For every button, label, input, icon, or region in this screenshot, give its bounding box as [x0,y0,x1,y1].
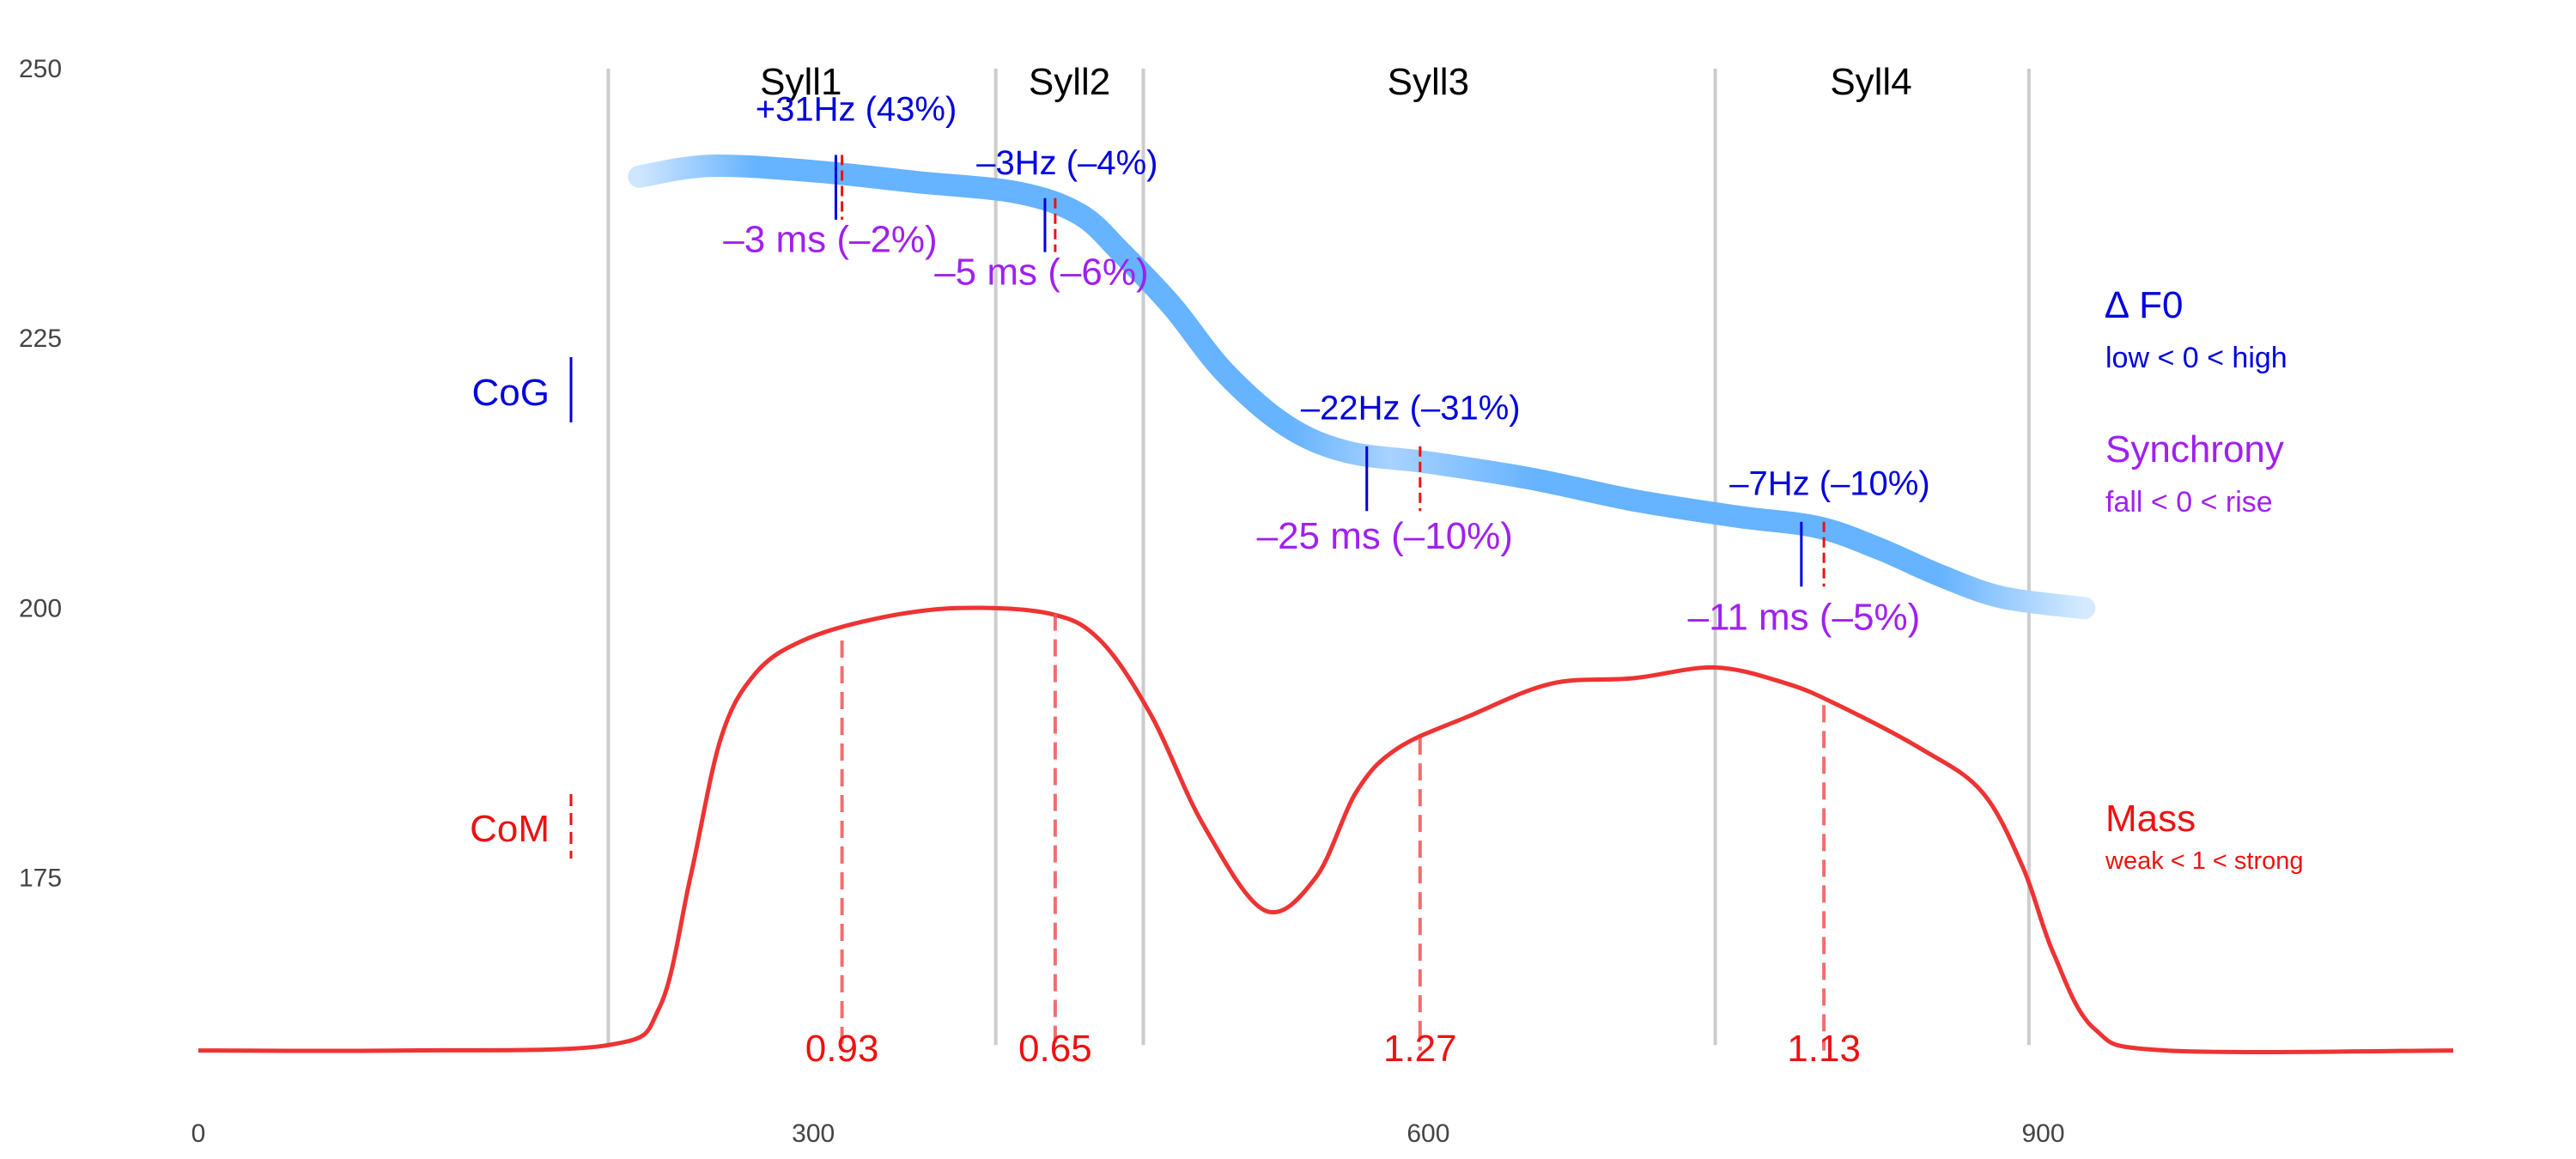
mass-value-label: 0.93 [805,1028,879,1070]
syllable-label: Syll2 [1029,61,1110,103]
synchrony-label: –25 ms (–10%) [1257,515,1513,557]
legend-f0-title: ∆ F0 [2105,284,2184,326]
legend: ∆ F0 low < 0 < high Synchrony fall < 0 <… [2105,284,2304,875]
syllable-label: Syll1 [760,61,841,103]
y-tick-label: 200 [19,594,62,622]
mass-value-label: 1.27 [1383,1028,1457,1070]
synchrony-label: –3 ms (–2%) [723,219,937,261]
legend-sync-title: Synchrony [2105,428,2284,470]
syllable-label: Syll4 [1830,61,1911,103]
mass-curve-group [197,605,2454,1054]
x-tick-label: 600 [1406,1120,1449,1148]
mass-curve-line [197,605,2454,1054]
syllable-boundaries [606,69,2031,1046]
y-tick-label: 175 [19,865,62,893]
syllable-label: Syll3 [1388,61,1469,103]
legend-mass-title: Mass [2105,798,2196,840]
com-label: CoM [470,808,550,850]
f0-contour-line [628,154,2096,620]
syllable-annotations: 0.93 +31Hz (43%) –3 ms (–2%) 0.65 –3Hz (–4%)… [723,90,1929,1070]
synchrony-label: –11 ms (–5%) [1688,596,1921,638]
synchrony-label: –5 ms (–6%) [934,251,1148,293]
mass-value-label: 1.13 [1787,1028,1861,1070]
x-tick-label: 900 [2022,1120,2065,1148]
x-tick-label: 300 [792,1120,835,1148]
syllable-labels: Syll1 Syll2 Syll3 Syll4 [760,61,1912,103]
f0-delta-label: –22Hz (–31%) [1301,389,1521,427]
marker-key: CoG CoM [470,357,573,859]
mass-value-label: 0.65 [1018,1028,1092,1070]
axis-ticks: 0 300 600 900 175 200 225 250 [19,55,2065,1148]
f0-delta-label: –3Hz (–4%) [976,144,1157,182]
legend-f0-sub: low < 0 < high [2105,342,2287,374]
cog-label: CoG [472,372,550,414]
x-tick-label: 0 [191,1120,206,1148]
legend-sync-sub: fall < 0 < rise [2105,486,2273,519]
f0-delta-label: –7Hz (–10%) [1729,464,1929,502]
y-tick-label: 225 [19,325,62,353]
f0-contour-group [628,154,2096,620]
legend-mass-sub: weak < 1 < strong [2105,847,2304,875]
y-tick-label: 250 [19,55,62,83]
f0-delta-label: +31Hz (43%) [756,90,957,128]
